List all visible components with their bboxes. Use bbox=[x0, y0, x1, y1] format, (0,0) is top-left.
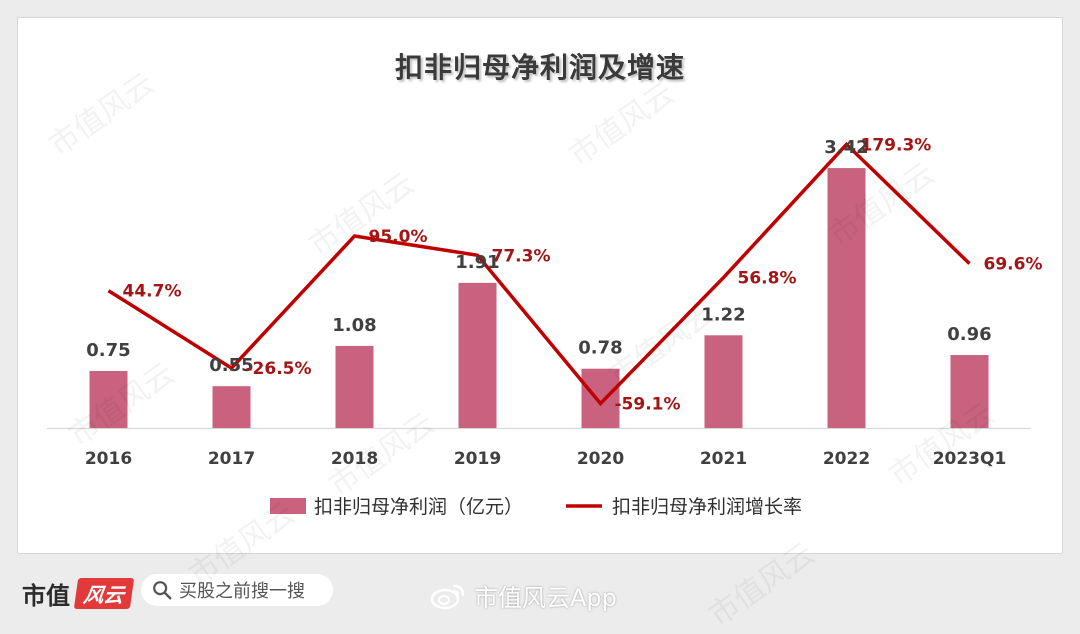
x-tick-label: 2017 bbox=[208, 449, 255, 469]
bar bbox=[581, 368, 620, 428]
bar-data-label: 1.22 bbox=[701, 304, 745, 325]
bar bbox=[950, 355, 989, 428]
growth-data-label: 77.3% bbox=[492, 246, 551, 266]
growth-data-label: 179.3% bbox=[861, 135, 932, 155]
brand-name: 市值 bbox=[22, 582, 70, 610]
x-tick-label: 2023Q1 bbox=[933, 449, 1007, 469]
search-icon bbox=[153, 581, 172, 600]
growth-line bbox=[107, 141, 971, 407]
bar-data-label: 0.55 bbox=[209, 355, 253, 376]
growth-data-label: 69.6% bbox=[984, 255, 1043, 275]
brand-logo-mark: 风云 bbox=[73, 578, 135, 609]
weibo-account: 市值风云App bbox=[430, 578, 617, 613]
bar bbox=[335, 345, 374, 428]
weibo-icon bbox=[430, 584, 465, 609]
legend-bar-label: 扣非归母净利润（亿元） bbox=[314, 496, 523, 518]
bar bbox=[458, 282, 497, 428]
bar bbox=[827, 168, 866, 428]
x-tick-label: 2018 bbox=[331, 449, 378, 469]
bar bbox=[89, 371, 128, 428]
search-box[interactable]: 买股之前搜一搜 bbox=[141, 574, 333, 606]
search-text: 买股之前搜一搜 bbox=[179, 581, 305, 602]
x-tick-label: 2020 bbox=[577, 449, 624, 469]
bar-data-label: 1.91 bbox=[455, 252, 499, 273]
x-tick-label: 2021 bbox=[700, 449, 747, 469]
weibo-text: 市值风云App bbox=[474, 584, 617, 612]
x-tick-label: 2022 bbox=[823, 449, 870, 469]
legend-bar-swatch bbox=[270, 498, 306, 514]
bar-data-label: 0.75 bbox=[86, 340, 130, 361]
chart-title: 扣非归母净利润及增速 bbox=[394, 51, 685, 84]
x-tick-label: 2016 bbox=[85, 449, 132, 469]
bar-data-label: 1.08 bbox=[332, 315, 376, 336]
bar-data-label: 0.78 bbox=[578, 338, 622, 359]
growth-data-label: 56.8% bbox=[738, 269, 797, 289]
growth-data-label: 95.0% bbox=[369, 227, 428, 247]
bar bbox=[212, 386, 251, 428]
brand-logo: 市值 风云 bbox=[22, 576, 135, 611]
legend-line-label: 扣非归母净利润增长率 bbox=[612, 496, 802, 518]
x-tick-label: 2019 bbox=[454, 449, 501, 469]
growth-data-label: -59.1% bbox=[615, 395, 681, 415]
bar bbox=[704, 335, 743, 428]
bar-data-label: 0.96 bbox=[947, 324, 991, 345]
chart-card bbox=[17, 17, 1063, 554]
growth-data-label: -26.5% bbox=[246, 359, 312, 379]
bar-data-label: 3.42 bbox=[824, 137, 868, 158]
growth-data-label: 44.7% bbox=[123, 282, 182, 302]
